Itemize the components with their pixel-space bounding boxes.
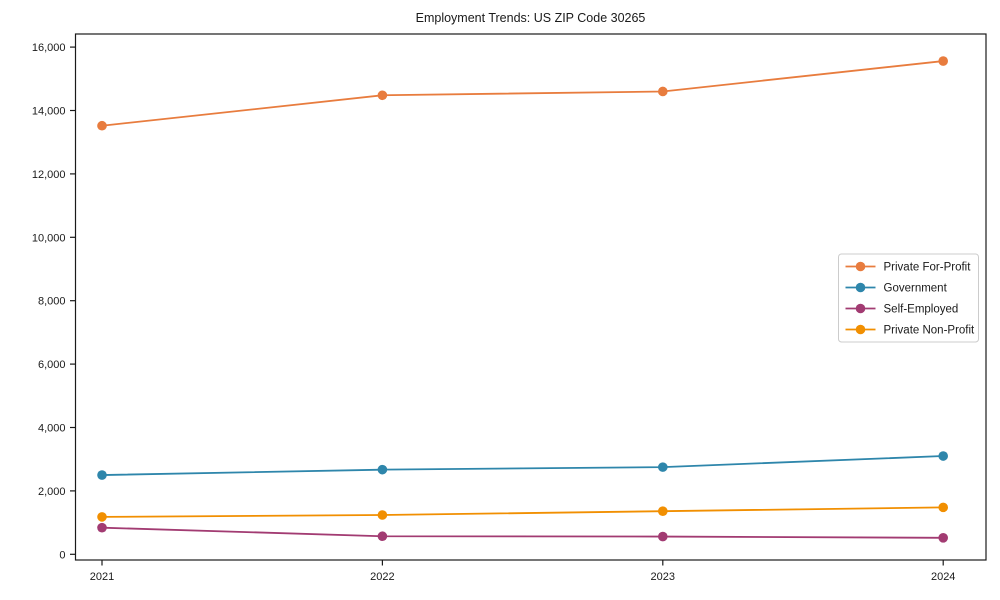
data-point-self-employed-2022 xyxy=(377,531,388,542)
x-tick-label: 2024 xyxy=(931,571,955,583)
series-line-self-employed xyxy=(101,526,945,539)
series-line-private-for-profit xyxy=(101,60,945,127)
legend-marker-private-non-profit xyxy=(855,324,866,335)
data-point-private-non-profit-2021 xyxy=(97,512,107,522)
x-tick-label: 2021 xyxy=(90,571,114,583)
data-point-private-for-profit-2024 xyxy=(938,56,948,66)
chart-title: Employment Trends: US ZIP Code 30265 xyxy=(415,11,646,25)
data-point-self-employed-2023 xyxy=(658,531,668,542)
y-tick-label: 4,000 xyxy=(38,423,66,435)
y-tick-label: 10,000 xyxy=(32,232,66,244)
legend-label-self-employed: Self-Employed xyxy=(884,304,959,316)
legend-box xyxy=(838,253,979,343)
data-point-private-non-profit-2022 xyxy=(377,510,388,520)
y-tick-label: 0 xyxy=(59,549,65,561)
legend-label-government: Government xyxy=(884,283,948,295)
y-tick-label: 8,000 xyxy=(38,296,66,308)
data-point-government-2023 xyxy=(658,462,668,472)
y-tick-label: 14,000 xyxy=(32,106,66,118)
plot-border xyxy=(74,33,987,561)
data-point-private-for-profit-2023 xyxy=(658,86,668,97)
data-point-private-for-profit-2021 xyxy=(97,120,107,131)
data-point-private-for-profit-2022 xyxy=(377,90,388,101)
y-tick-label: 2,000 xyxy=(38,486,66,498)
series-line-government xyxy=(101,455,945,476)
data-point-self-employed-2021 xyxy=(97,522,107,533)
data-point-private-non-profit-2024 xyxy=(938,502,948,513)
y-tick-label: 6,000 xyxy=(38,359,66,371)
series-line-private-non-profit xyxy=(101,506,945,518)
legend-marker-private-for-profit xyxy=(855,261,866,272)
data-point-government-2024 xyxy=(938,451,948,461)
y-tick-label: 12,000 xyxy=(32,169,66,181)
data-point-government-2022 xyxy=(377,464,388,475)
legend-label-private-non-profit: Private Non-Profit xyxy=(884,325,976,337)
x-tick-label: 2022 xyxy=(370,571,394,583)
data-point-self-employed-2024 xyxy=(938,533,948,543)
data-point-private-non-profit-2023 xyxy=(658,506,668,516)
y-tick-label: 16,000 xyxy=(32,42,66,54)
legend-marker-government xyxy=(855,282,866,293)
x-tick-label: 2023 xyxy=(651,571,675,583)
data-point-government-2021 xyxy=(97,470,107,480)
legend-marker-self-employed xyxy=(855,303,866,314)
legend-label-private-for-profit: Private For-Profit xyxy=(884,262,972,274)
